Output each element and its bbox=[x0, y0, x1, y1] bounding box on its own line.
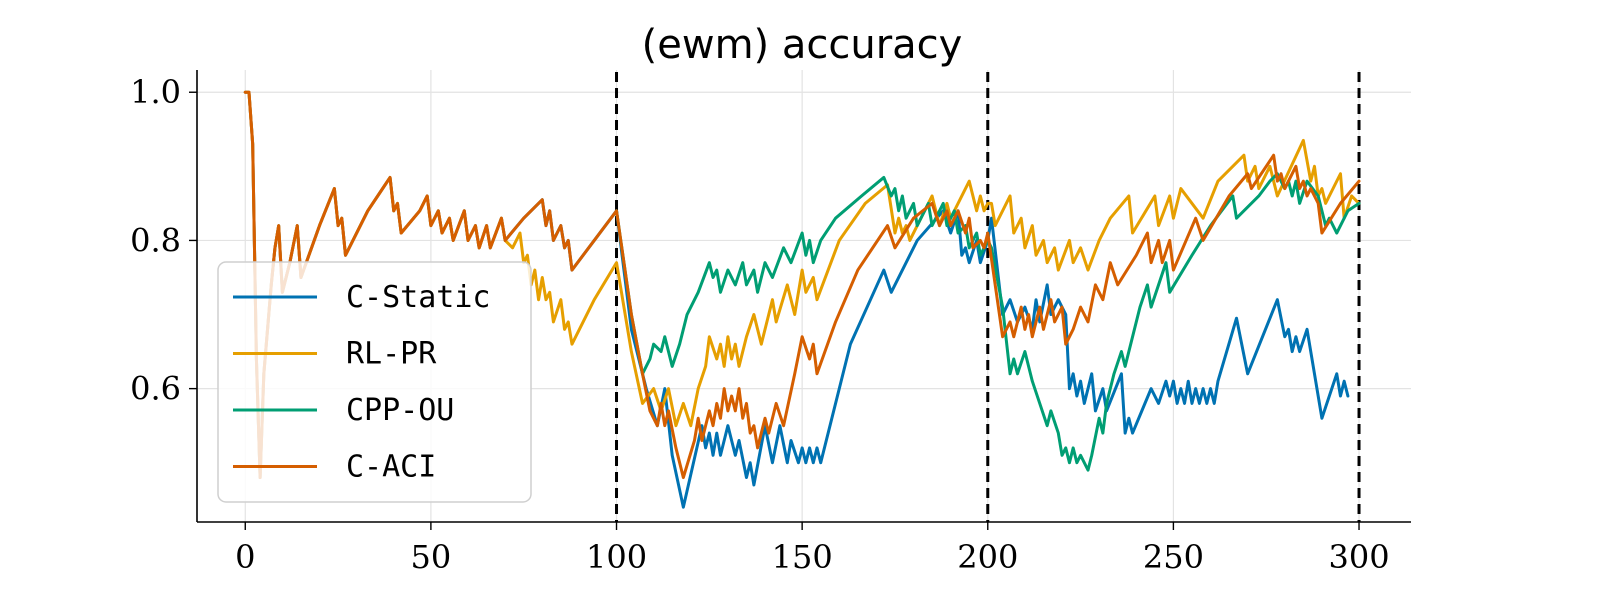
y-tick-label: 0.8 bbox=[130, 221, 181, 259]
legend-label: C-ACI bbox=[346, 450, 436, 485]
x-tick-label: 300 bbox=[1328, 538, 1389, 576]
legend-label: CPP-OU bbox=[346, 393, 454, 428]
series-line-cpp-ou bbox=[615, 172, 1361, 472]
vertical-dashed-lines bbox=[615, 72, 1361, 522]
y-tick-label: 1.0 bbox=[130, 73, 181, 111]
y-tick-label: 0.6 bbox=[130, 370, 181, 408]
legend: C-Static RL-PR CPP-OU C-ACI bbox=[217, 261, 532, 503]
x-tick-label: 200 bbox=[957, 538, 1018, 576]
x-tick-label: 50 bbox=[411, 538, 452, 576]
series-line-c-aci bbox=[243, 90, 1361, 480]
legend-label: RL-PR bbox=[346, 337, 437, 372]
series-lines bbox=[243, 90, 1361, 509]
x-tick-label: 0 bbox=[235, 538, 255, 576]
x-tick-label: 100 bbox=[586, 538, 647, 576]
legend-label: C-Static bbox=[346, 280, 491, 315]
x-tick-label: 250 bbox=[1143, 538, 1204, 576]
axes: 0 50 100 150 200 250 300 0.6 0.8 1.0 bbox=[130, 70, 1411, 576]
legend-box bbox=[217, 261, 532, 503]
chart-title: (ewm) accuracy bbox=[642, 22, 963, 68]
x-tick-label: 150 bbox=[772, 538, 833, 576]
